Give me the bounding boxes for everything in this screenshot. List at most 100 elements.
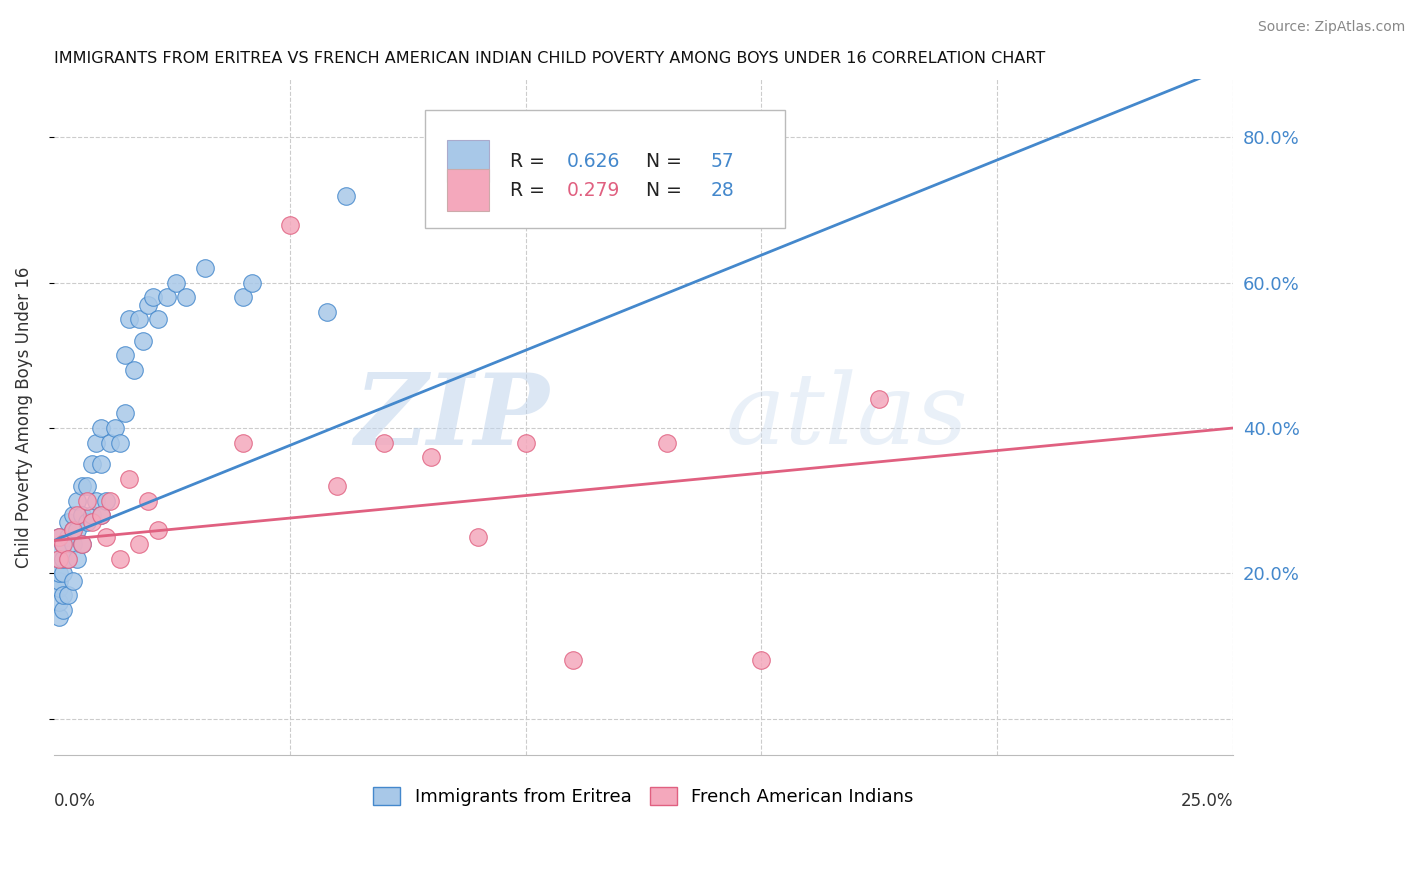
- Point: [94, 493, 117, 508]
- Text: IMMIGRANTS FROM ERITREA VS FRENCH AMERICAN INDIAN CHILD POVERTY AMONG BOYS UNDER: IMMIGRANTS FROM ERITREA VS FRENCH AMERIC…: [53, 51, 1045, 66]
- Point: [70, 479, 93, 493]
- Point: [62, 574, 84, 588]
- Point: [48, 566, 70, 581]
- Text: 57: 57: [710, 152, 734, 170]
- Point: [48, 595, 70, 609]
- Point: [132, 334, 155, 348]
- Text: 25.0%: 25.0%: [1181, 792, 1233, 810]
- Point: [373, 435, 395, 450]
- Y-axis label: Child Poverty Among Boys Under 16: Child Poverty Among Boys Under 16: [15, 267, 32, 568]
- Point: [52, 537, 75, 551]
- Point: [66, 493, 89, 508]
- Point: [90, 458, 112, 472]
- Point: [90, 421, 112, 435]
- Point: [316, 305, 339, 319]
- Point: [48, 610, 70, 624]
- Point: [136, 493, 159, 508]
- Text: 0.279: 0.279: [567, 181, 620, 200]
- Point: [231, 435, 253, 450]
- Point: [48, 544, 70, 558]
- Point: [84, 435, 107, 450]
- Point: [108, 435, 131, 450]
- Point: [66, 523, 89, 537]
- Point: [62, 523, 84, 537]
- Point: [136, 297, 159, 311]
- Point: [326, 479, 349, 493]
- Point: [146, 312, 169, 326]
- Text: Source: ZipAtlas.com: Source: ZipAtlas.com: [1258, 21, 1406, 34]
- Point: [561, 653, 583, 667]
- Point: [48, 530, 70, 544]
- Point: [146, 523, 169, 537]
- Point: [80, 516, 103, 530]
- Point: [118, 312, 141, 326]
- Point: [56, 551, 79, 566]
- Point: [467, 530, 489, 544]
- Point: [80, 458, 103, 472]
- Point: [240, 276, 263, 290]
- Point: [52, 588, 75, 602]
- Point: [114, 348, 136, 362]
- Point: [94, 530, 117, 544]
- Point: [48, 551, 70, 566]
- Point: [515, 435, 537, 450]
- Point: [128, 312, 150, 326]
- Point: [90, 508, 112, 523]
- Point: [122, 363, 145, 377]
- Point: [108, 551, 131, 566]
- Point: [104, 421, 127, 435]
- Text: 28: 28: [710, 181, 734, 200]
- Point: [52, 566, 75, 581]
- Point: [48, 551, 70, 566]
- Point: [84, 493, 107, 508]
- Point: [76, 516, 98, 530]
- Point: [66, 551, 89, 566]
- Point: [76, 493, 98, 508]
- Text: ZIP: ZIP: [354, 369, 550, 466]
- Point: [52, 551, 75, 566]
- Point: [194, 261, 217, 276]
- FancyBboxPatch shape: [447, 169, 489, 211]
- Point: [62, 537, 84, 551]
- Point: [70, 537, 93, 551]
- Point: [66, 508, 89, 523]
- Text: N =: N =: [634, 152, 688, 170]
- Text: atlas: atlas: [725, 369, 969, 465]
- Point: [48, 581, 70, 595]
- Text: R =: R =: [510, 181, 551, 200]
- Text: R =: R =: [510, 152, 551, 170]
- Point: [56, 588, 79, 602]
- Point: [48, 574, 70, 588]
- Text: N =: N =: [634, 181, 688, 200]
- Point: [231, 290, 253, 304]
- Point: [114, 407, 136, 421]
- Point: [335, 188, 357, 202]
- Point: [118, 472, 141, 486]
- Point: [100, 493, 122, 508]
- Point: [62, 508, 84, 523]
- Point: [70, 537, 93, 551]
- Point: [76, 479, 98, 493]
- Point: [128, 537, 150, 551]
- Point: [100, 435, 122, 450]
- Point: [56, 530, 79, 544]
- Point: [156, 290, 179, 304]
- Point: [62, 523, 84, 537]
- Point: [52, 602, 75, 616]
- Point: [166, 276, 188, 290]
- Point: [90, 508, 112, 523]
- FancyBboxPatch shape: [425, 110, 785, 228]
- Point: [749, 653, 772, 667]
- Point: [142, 290, 165, 304]
- Point: [70, 508, 93, 523]
- Point: [868, 392, 890, 406]
- Text: 0.0%: 0.0%: [53, 792, 96, 810]
- FancyBboxPatch shape: [447, 140, 489, 182]
- Point: [420, 450, 443, 464]
- Point: [80, 508, 103, 523]
- Point: [52, 537, 75, 551]
- Point: [278, 218, 301, 232]
- Point: [48, 530, 70, 544]
- Legend: Immigrants from Eritrea, French American Indians: Immigrants from Eritrea, French American…: [366, 780, 921, 814]
- Point: [655, 435, 678, 450]
